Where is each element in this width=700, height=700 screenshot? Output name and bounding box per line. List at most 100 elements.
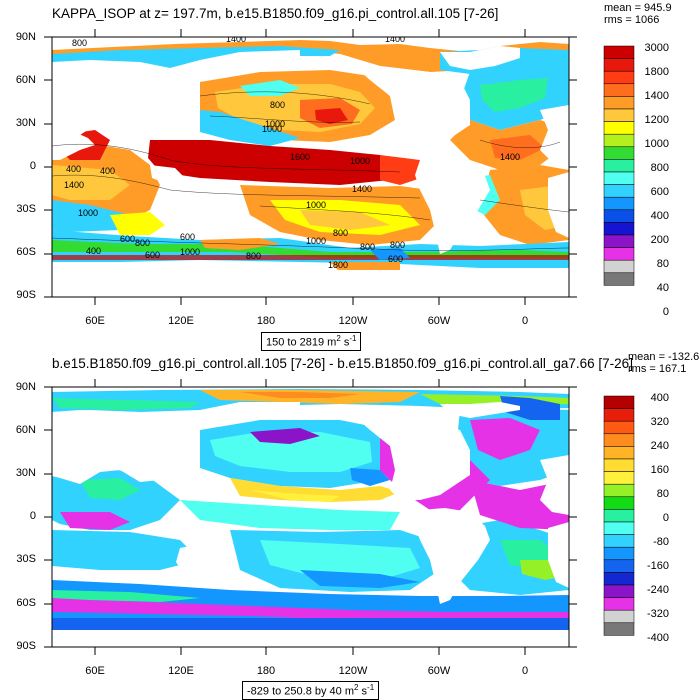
p1-ytick-30s: 30S bbox=[16, 203, 36, 215]
panel2-colorbar bbox=[603, 395, 635, 636]
contour-label: 1000 bbox=[78, 208, 98, 218]
contour-label: 1000 bbox=[306, 200, 326, 210]
p2-xtick-180: 180 bbox=[256, 665, 276, 677]
p2-xtick-60w: 60W bbox=[427, 665, 451, 677]
contour-label: 800 bbox=[270, 100, 285, 110]
p1-ytick-0: 0 bbox=[29, 160, 36, 172]
colorbar-swatch bbox=[603, 622, 635, 636]
p2-ytick-90s: 90S bbox=[16, 640, 36, 652]
p2-cbar-label: -320 bbox=[646, 608, 669, 620]
panel2-mean: mean = -132.6 bbox=[628, 351, 700, 363]
contour-label: 1000 bbox=[180, 247, 200, 257]
p1-cbar-label: 40 bbox=[656, 282, 669, 294]
p1-cbar-label: 3000 bbox=[644, 42, 669, 54]
p2-cbar-label: 400 bbox=[650, 392, 669, 404]
colorbar-swatch bbox=[603, 171, 635, 185]
colorbar-swatch bbox=[603, 133, 635, 148]
colorbar-swatch bbox=[603, 83, 635, 97]
p1-cbar-label: 1000 bbox=[644, 138, 669, 150]
p1-cbar-label: 200 bbox=[650, 234, 669, 246]
contour-label: 1400 bbox=[500, 152, 520, 162]
contour-label: 1000 bbox=[306, 236, 326, 246]
p2-cbar-label: 240 bbox=[650, 440, 669, 452]
p1-ytick-60n: 60N bbox=[15, 74, 36, 86]
panel1-ticks bbox=[44, 29, 577, 305]
contour-label: 1000 bbox=[262, 124, 282, 134]
contour-label: 1000 bbox=[350, 156, 370, 166]
p2-xtick-60e: 60E bbox=[85, 665, 105, 677]
p2-xtick-120e: 120E bbox=[168, 665, 194, 677]
p2-cbar-label: 80 bbox=[656, 488, 669, 500]
colorbar-swatch bbox=[603, 196, 635, 211]
contour-label: 400 bbox=[86, 246, 101, 256]
contour-label: 800 bbox=[246, 251, 261, 261]
colorbar-swatch bbox=[603, 184, 635, 198]
p1-cbar-label: 1800 bbox=[644, 66, 669, 78]
contour-label: 800 bbox=[360, 242, 375, 252]
panel1-mean: mean = 945.9 bbox=[604, 2, 672, 14]
contour-label: 1800 bbox=[328, 260, 348, 270]
p1-xtick-60w: 60W bbox=[427, 315, 451, 327]
panel1-rms: rms = 1066 bbox=[604, 14, 660, 26]
colorbar-swatch bbox=[603, 70, 635, 85]
p2-cbar-label: -400 bbox=[646, 632, 669, 644]
p1-xtick-60e: 60E bbox=[85, 315, 105, 327]
colorbar-swatch bbox=[603, 45, 635, 59]
colorbar-swatch bbox=[603, 209, 635, 223]
contour-label: 1400 bbox=[352, 184, 372, 194]
p1-ytick-90n: 90N bbox=[15, 31, 36, 43]
contour-label: 400 bbox=[100, 166, 115, 176]
p1-cbar-label: 80 bbox=[656, 258, 669, 270]
panel1-range-label: 150 to 2819 m2 s-1 bbox=[261, 332, 362, 351]
colorbar-swatch bbox=[603, 159, 635, 173]
contour-label: 1000 bbox=[265, 119, 285, 129]
p1-xtick-180: 180 bbox=[256, 315, 276, 327]
p2-cbar-label: 0 bbox=[662, 512, 669, 524]
p1-ytick-30n: 30N bbox=[15, 117, 36, 129]
contour-label: 600 bbox=[120, 234, 135, 244]
p1-cbar-label: 1200 bbox=[644, 114, 669, 126]
p1-cbar-label: 600 bbox=[650, 186, 669, 198]
p1-xtick-120e: 120E bbox=[168, 315, 194, 327]
colorbar-swatch bbox=[603, 121, 635, 135]
colorbar-swatch bbox=[603, 108, 635, 122]
panel1-title: KAPPA_ISOP at z= 197.7m, b.e15.B1850.f09… bbox=[52, 6, 499, 21]
colorbar-swatch bbox=[603, 58, 635, 72]
contour-label: 400 bbox=[66, 164, 81, 174]
contour-label: 600 bbox=[180, 232, 195, 242]
p2-ytick-30s: 30S bbox=[16, 553, 36, 565]
panel2-map bbox=[52, 387, 569, 647]
panel2-range-label: -829 to 250.8 by 40 m2 s-1 bbox=[242, 681, 380, 700]
p1-cbar-label: 1400 bbox=[644, 90, 669, 102]
contour-label: 800 bbox=[135, 238, 150, 248]
p2-ytick-30n: 30N bbox=[15, 467, 36, 479]
p1-cbar-label: 0 bbox=[662, 306, 669, 318]
p2-cbar-label: -240 bbox=[646, 584, 669, 596]
contour-label: 800 bbox=[390, 240, 405, 250]
p2-ytick-90n: 90N bbox=[15, 381, 36, 393]
contour-label: 800 bbox=[72, 38, 87, 48]
panel2-ticks bbox=[44, 379, 577, 655]
contour-label: 1400 bbox=[64, 180, 84, 190]
colorbar-swatch bbox=[603, 247, 635, 261]
p2-cbar-label: -80 bbox=[653, 536, 669, 548]
panel2-rms: rms = 167.1 bbox=[628, 363, 687, 375]
colorbar-swatch bbox=[603, 146, 635, 160]
colorbar-swatch bbox=[603, 546, 635, 561]
panel2-title: b.e15.B1850.f09_g16.pi_control.all.105 [… bbox=[52, 356, 633, 371]
contour-label: 800 bbox=[333, 228, 348, 238]
contour-label: 600 bbox=[145, 250, 160, 260]
colorbar-swatch bbox=[603, 234, 635, 248]
colorbar-swatch bbox=[603, 259, 635, 274]
p1-ytick-60s: 60S bbox=[16, 246, 36, 258]
p2-ytick-60s: 60S bbox=[16, 597, 36, 609]
p2-ytick-60n: 60N bbox=[15, 424, 36, 436]
panel1-map: 1400 1400 800 1000 400 1400 1400 1000 10… bbox=[52, 37, 569, 297]
p2-ytick-0: 0 bbox=[29, 510, 36, 522]
p1-ytick-90s: 90S bbox=[16, 289, 36, 301]
p2-xtick-120w: 120W bbox=[338, 665, 368, 677]
colorbar-swatch bbox=[603, 222, 635, 236]
p2-cbar-label: 160 bbox=[650, 464, 669, 476]
p1-cbar-label: 400 bbox=[650, 210, 669, 222]
